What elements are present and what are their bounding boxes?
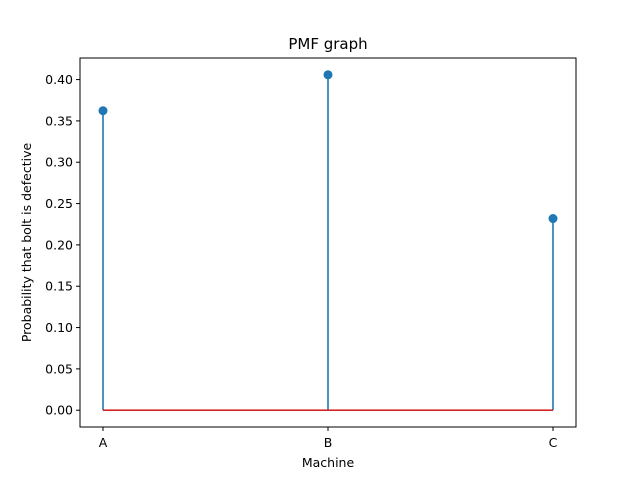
x-axis-label: Machine bbox=[302, 455, 355, 470]
x-axis-ticks: A B C bbox=[99, 427, 558, 450]
x-tick-label: C bbox=[549, 435, 558, 450]
y-tick-label: 0.00 bbox=[45, 403, 73, 418]
axes-frame bbox=[79, 57, 577, 428]
stem-marker bbox=[548, 214, 558, 224]
y-axis-label: Probability that bolt is defective bbox=[19, 143, 34, 343]
y-tick-label: 0.30 bbox=[45, 155, 73, 170]
stem-marker bbox=[98, 106, 108, 116]
stem-marker bbox=[323, 70, 333, 80]
chart-title: PMF graph bbox=[288, 35, 367, 53]
y-axis-ticks: 0.00 0.05 0.10 0.15 0.20 0.25 0.30 0.35 0.40 bbox=[45, 72, 80, 418]
plot-area bbox=[98, 70, 558, 412]
y-tick-label: 0.25 bbox=[45, 196, 73, 211]
y-tick-label: 0.35 bbox=[45, 113, 73, 128]
y-tick-label: 0.05 bbox=[45, 361, 73, 376]
x-tick-label: B bbox=[324, 435, 333, 450]
y-tick-label: 0.15 bbox=[45, 279, 73, 294]
y-tick-label: 0.40 bbox=[45, 72, 73, 87]
y-tick-label: 0.20 bbox=[45, 237, 73, 252]
y-tick-label: 0.10 bbox=[45, 320, 73, 335]
x-tick-label: A bbox=[99, 435, 108, 450]
